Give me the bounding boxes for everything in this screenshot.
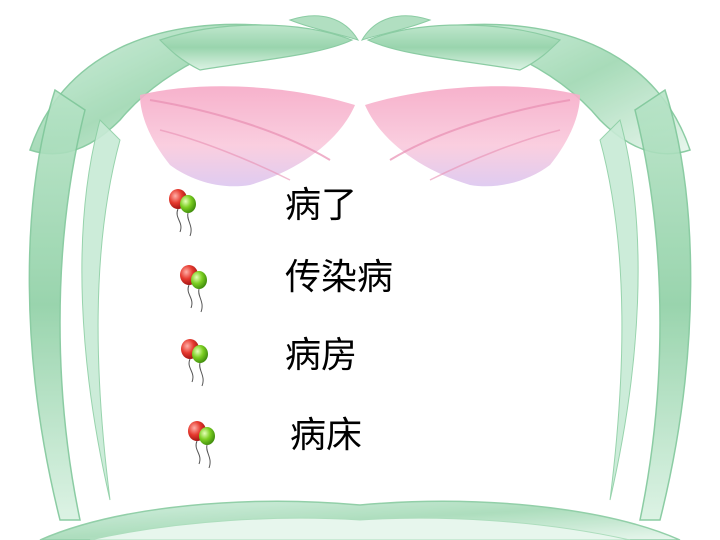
balloon-pair-icon <box>188 421 215 469</box>
vocab-word: 传染病 <box>285 257 394 298</box>
balloon-pair-icon <box>169 189 196 237</box>
balloon-pair-icon <box>180 265 207 313</box>
pink-petals <box>140 86 580 187</box>
balloon-pair-icon <box>181 339 208 387</box>
top-leaves <box>29 15 691 155</box>
side-leaves <box>28 88 692 521</box>
vocab-word: 病房 <box>285 335 358 376</box>
vocab-word: 病了 <box>285 185 358 226</box>
bottom-leaves <box>39 500 681 540</box>
vocab-word: 病床 <box>290 415 363 456</box>
